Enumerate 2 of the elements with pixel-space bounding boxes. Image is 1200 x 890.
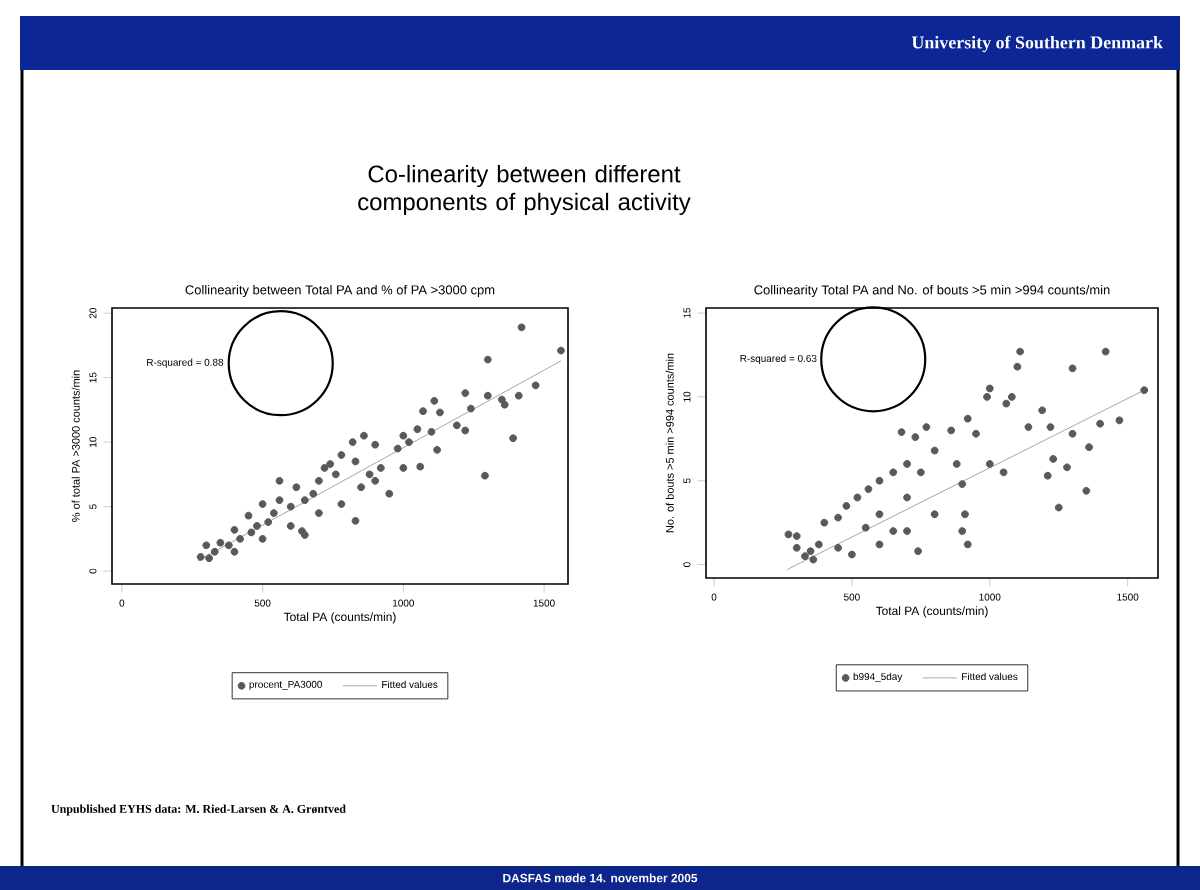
text: University of Southern Denmark (911, 35, 1163, 53)
text: Co-linearity between different components of physical activity (358, 164, 691, 216)
